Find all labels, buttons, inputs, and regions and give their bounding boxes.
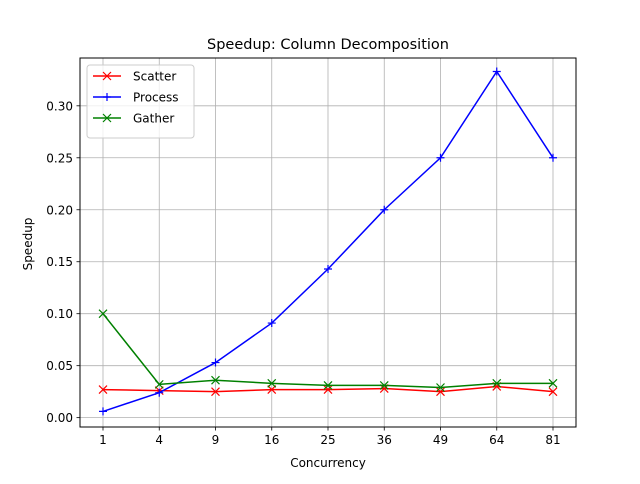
- x-tick-label: 16: [264, 433, 279, 447]
- legend: Scatter Process Gather: [86, 64, 195, 139]
- data-point-gather: [548, 378, 558, 388]
- x-tick-label: 1: [99, 433, 107, 447]
- data-point-process: [549, 153, 557, 162]
- legend-item-gather: Gather: [93, 112, 174, 126]
- data-point-gather: [98, 309, 108, 319]
- y-tick-label: 0.00: [46, 411, 73, 425]
- grid: [80, 58, 576, 427]
- legend-label-process: Process: [133, 91, 179, 105]
- chart-title: Speedup: Column Decomposition: [207, 37, 449, 53]
- y-tick-label: 0.30: [46, 99, 73, 113]
- data-point-gather: [211, 375, 220, 385]
- data-point-gather: [492, 378, 502, 388]
- data-point-process: [99, 407, 107, 416]
- legend-item-scatter: Scatter: [93, 70, 176, 84]
- data-point-scatter: [548, 387, 558, 397]
- series-layer: [98, 67, 558, 416]
- y-tick-label: 0.25: [46, 151, 73, 165]
- data-point-scatter: [211, 387, 220, 397]
- data-point-gather: [154, 379, 164, 389]
- legend-box: [86, 64, 195, 139]
- legend-label-gather: Gather: [133, 112, 174, 126]
- y-tick-label: 0.20: [46, 203, 73, 217]
- data-point-process: [380, 205, 389, 214]
- data-point-scatter: [436, 387, 445, 397]
- data-point-scatter: [323, 385, 333, 395]
- legend-label-scatter: Scatter: [133, 70, 176, 84]
- legend-marker-process: [103, 93, 111, 101]
- data-point-process: [155, 388, 164, 397]
- x-tick-label: 36: [377, 433, 392, 447]
- data-point-scatter: [98, 385, 108, 395]
- y-axis-label: Speedup: [21, 218, 35, 271]
- y-tick-label: 0.05: [46, 359, 73, 373]
- data-point-gather: [379, 380, 389, 390]
- data-point-gather: [323, 380, 333, 390]
- legend-item-process: Process: [93, 91, 179, 105]
- x-tick-label: 64: [489, 433, 504, 447]
- x-tick-label: 9: [212, 433, 220, 447]
- data-point-process: [436, 153, 445, 162]
- legend-marker-scatter: [102, 71, 112, 81]
- data-point-process: [267, 319, 276, 328]
- x-tick-label: 25: [320, 433, 335, 447]
- y-tick-label: 0.15: [46, 255, 73, 269]
- y-axis-ticks: 0.00 0.05 0.10 0.15 0.20 0.25 0.30: [46, 99, 80, 425]
- data-point-process: [324, 265, 332, 274]
- data-point-gather: [267, 378, 277, 388]
- data-point-process: [211, 358, 220, 367]
- data-point-process: [492, 67, 501, 76]
- x-tick-label: 49: [433, 433, 448, 447]
- x-tick-label: 4: [155, 433, 163, 447]
- series-gather: [98, 309, 558, 392]
- y-tick-label: 0.10: [46, 307, 73, 321]
- legend-marker-gather: [102, 113, 112, 123]
- x-axis-ticks: 1 4 9 16 25 36 49 64 81: [99, 427, 561, 447]
- data-point-gather: [436, 383, 445, 392]
- x-tick-label: 81: [545, 433, 560, 447]
- data-point-scatter: [267, 385, 277, 395]
- x-axis-label: Concurrency: [290, 456, 366, 470]
